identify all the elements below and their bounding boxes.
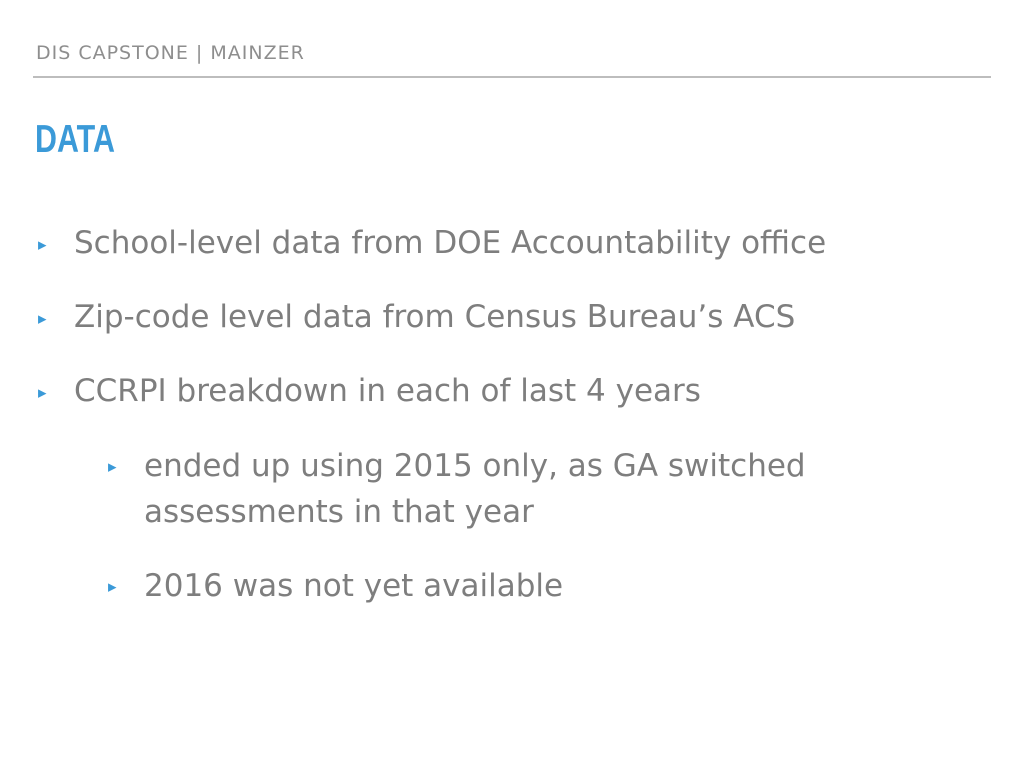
bullet-text: School-level data from DOE Accountabilit… — [74, 225, 827, 261]
slide-header: DIS CAPSTONE | MAINZER — [36, 42, 305, 64]
sub-bullet-line-1: ended up using 2015 only, as GA switched — [144, 448, 806, 484]
bullet-item: ▸ CCRPI breakdown in each of last 4 year… — [38, 373, 968, 413]
bullet-arrow-icon: ▸ — [38, 235, 47, 255]
bullet-arrow-icon: ▸ — [38, 383, 47, 403]
sub-bullet-text: ended up using 2015 only, as GA switched… — [144, 443, 806, 535]
sub-bullet-arrow-icon: ▸ — [108, 577, 117, 597]
header-divider — [33, 76, 991, 78]
sub-bullet-line-2: assessments in that year — [144, 494, 534, 530]
sub-bullet-text: 2016 was not yet available — [144, 568, 564, 604]
sub-bullet-arrow-icon: ▸ — [108, 457, 117, 477]
bullet-item: ▸ Zip-code level data from Census Bureau… — [38, 299, 968, 339]
sub-bullet-item: ▸ 2016 was not yet available — [108, 567, 968, 607]
bullet-text: CCRPI breakdown in each of last 4 years — [74, 373, 701, 409]
sub-bullet-item: ▸ ended up using 2015 only, as GA switch… — [108, 447, 968, 539]
bullet-item: ▸ School-level data from DOE Accountabil… — [38, 225, 968, 265]
bullet-arrow-icon: ▸ — [38, 309, 47, 329]
slide-title: DATA — [35, 118, 115, 161]
bullet-text: Zip-code level data from Census Bureau’s… — [74, 299, 796, 335]
